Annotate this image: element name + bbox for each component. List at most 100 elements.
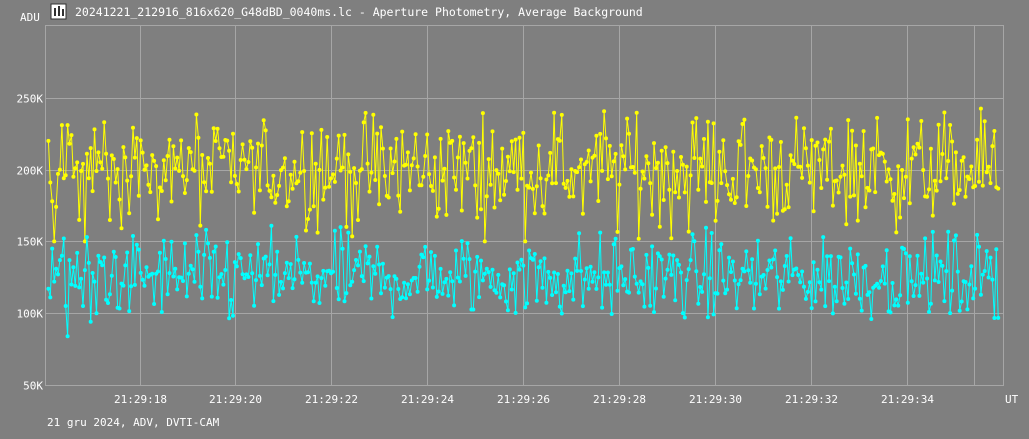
data-point [842,172,847,177]
data-point [352,166,357,171]
data-point [853,291,858,296]
data-point [677,262,681,267]
data-point [844,222,849,227]
data-point [265,273,270,278]
data-point [542,256,547,261]
data-point [86,260,91,265]
data-point [605,177,610,182]
data-point [457,279,462,284]
data-point [71,174,76,179]
data-point [430,188,435,193]
data-point [540,204,545,209]
data-point [282,271,287,276]
data-point [115,167,120,172]
data-point [450,138,455,143]
data-point [550,181,555,186]
y-axis: ADU 50K 100K 150K 200K 250K [17,11,44,393]
data-point [281,165,285,170]
data-point [482,239,487,244]
data-point [207,255,212,260]
data-point [940,152,945,156]
data-point [69,133,74,138]
data-point [619,143,624,148]
data-point [817,280,822,285]
data-point [54,266,59,271]
data-point [250,271,255,276]
data-point [665,161,670,166]
data-point [940,263,945,268]
data-point [892,303,897,308]
data-point [919,271,924,276]
data-point [271,299,276,304]
data-point [430,285,435,290]
data-point [404,162,408,167]
data-point [461,141,466,146]
data-point [69,282,74,287]
data-point [819,287,824,292]
data-point [838,255,843,260]
data-point [129,174,134,179]
data-point [830,203,835,208]
data-point [373,178,378,182]
data-point [427,278,432,283]
data-point [405,282,410,287]
data-point [286,276,291,281]
data-point [286,199,291,204]
data-point [117,197,122,202]
data-point [736,282,741,287]
data-point [996,315,1001,320]
data-point [238,256,243,261]
data-point [969,164,974,169]
data-point [486,270,491,275]
data-point [377,262,382,267]
data-point [704,225,708,230]
data-point [590,279,595,284]
data-point [571,297,576,302]
data-point [423,244,428,249]
data-point [953,233,958,238]
data-point [563,290,568,295]
data-point [380,261,385,266]
data-point [529,170,533,175]
data-point [559,112,564,117]
data-point [244,167,249,172]
y-tick-label: 100K [17,308,44,321]
data-point [500,146,505,151]
data-point [734,195,739,200]
data-point [331,269,335,274]
data-point [234,182,239,186]
data-point [663,276,668,281]
data-point [509,139,514,144]
data-point [77,217,82,222]
data-point [300,130,305,135]
data-point [159,189,164,193]
data-point [446,129,451,134]
chart-app-icon[interactable] [50,3,67,20]
data-point [423,154,428,158]
data-point [61,236,66,241]
data-point [746,268,751,273]
data-point [723,169,728,174]
data-point [142,167,147,172]
data-point [905,300,910,305]
data-point [959,299,964,304]
data-point [82,239,87,244]
data-point [840,163,845,168]
data-point [269,195,274,200]
y-axis-label: ADU [20,11,40,24]
data-point [221,154,226,159]
data-point [638,279,643,284]
data-point [121,145,126,150]
data-point [367,254,372,259]
data-point [640,169,645,174]
data-point [602,109,607,114]
data-point [538,259,543,264]
data-point [794,266,799,271]
data-point [131,125,135,130]
data-point [650,244,655,249]
data-point [90,271,95,275]
data-point [909,156,914,161]
data-point [200,153,205,157]
data-point [905,117,910,122]
data-point [302,261,307,265]
